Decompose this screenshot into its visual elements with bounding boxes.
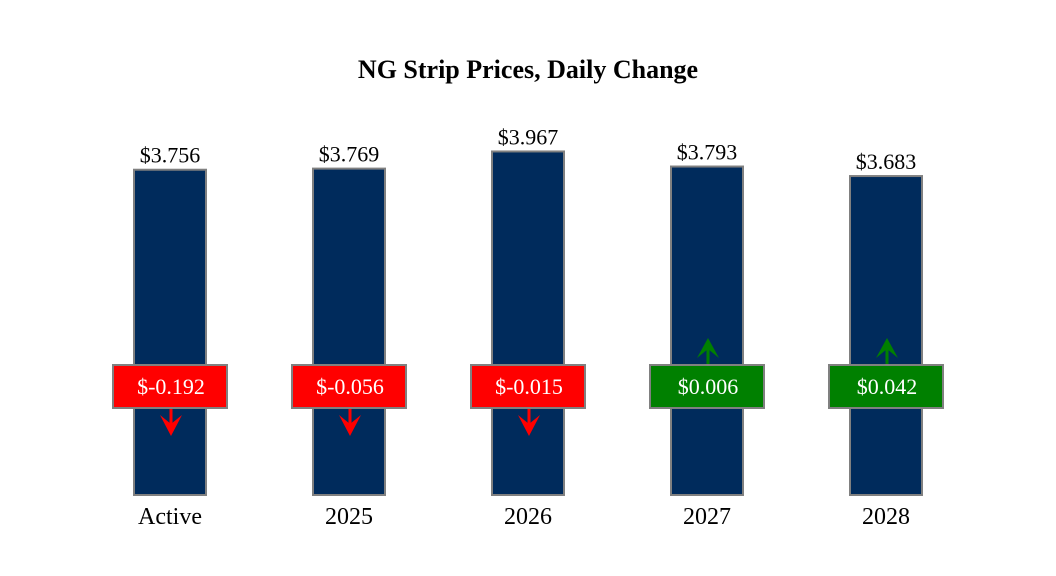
value-label: $3.793 [677, 140, 738, 165]
change-label: $-0.015 [495, 374, 563, 399]
change-badge [291, 364, 407, 409]
category-label: 2026 [504, 504, 552, 530]
value-label: $3.769 [319, 142, 380, 167]
change-badge [649, 364, 765, 409]
down-arrow-head-icon [518, 415, 540, 436]
change-label: $0.042 [857, 374, 918, 399]
category-label: 2025 [325, 504, 373, 530]
value-label: $3.756 [140, 143, 201, 168]
change-label: $-0.192 [137, 374, 205, 399]
change-label: $-0.056 [316, 374, 384, 399]
chart-title: NG Strip Prices, Daily Change [358, 55, 698, 84]
category-label: 2027 [683, 504, 731, 530]
value-label: $3.967 [498, 124, 559, 149]
change-label: $0.006 [678, 374, 739, 399]
bar [670, 165, 744, 496]
down-arrow-head-icon [160, 415, 182, 436]
up-arrow-head-icon [697, 338, 719, 358]
change-badge [828, 364, 944, 409]
bar [849, 175, 923, 497]
up-arrow-head-icon [876, 338, 898, 358]
bar [491, 150, 565, 496]
category-label: Active [138, 504, 202, 530]
value-label: $3.683 [856, 149, 917, 174]
category-label: 2028 [862, 504, 910, 530]
bar [312, 167, 386, 496]
change-badge [470, 364, 586, 409]
down-arrow-head-icon [339, 415, 361, 436]
change-badge [112, 364, 228, 409]
bar [133, 168, 207, 496]
